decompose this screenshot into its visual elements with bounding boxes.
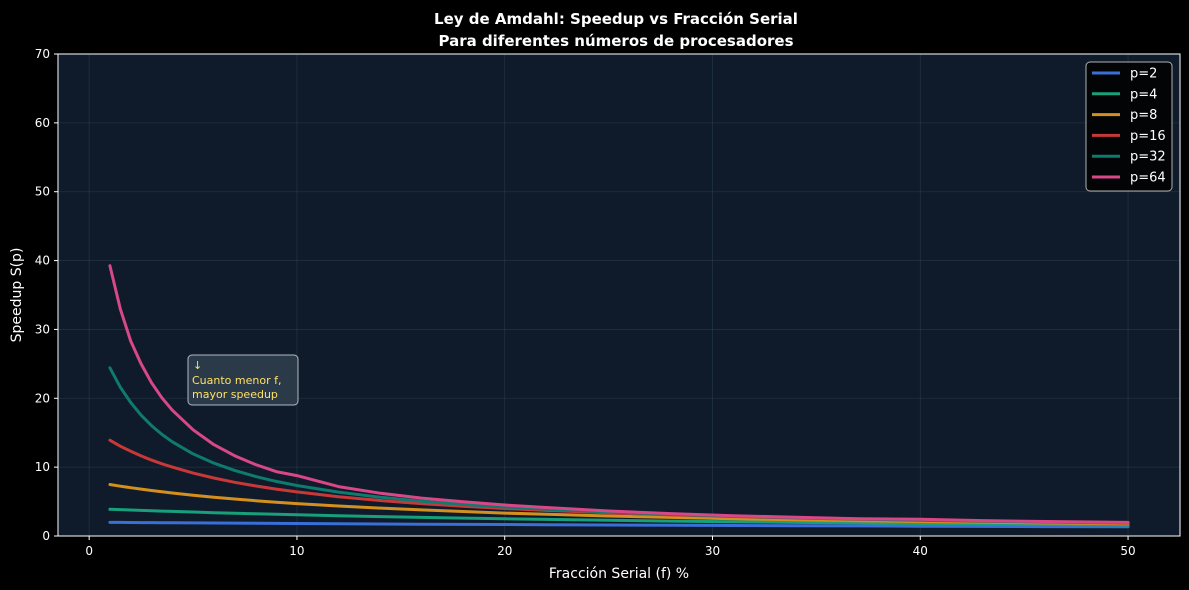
y-tick-label: 30 xyxy=(35,322,50,336)
plot-frame xyxy=(57,53,1181,537)
series-line-p-4 xyxy=(108,507,1130,527)
series-lines xyxy=(108,264,1130,529)
x-tick-label: 30 xyxy=(705,544,720,558)
x-tick-label: 10 xyxy=(289,544,304,558)
y-tick-label: 10 xyxy=(35,460,50,474)
legend: p=2 p=4 p=8 p=16 p=32 p=64 xyxy=(1085,61,1173,192)
annotation-bg xyxy=(187,354,299,406)
legend-label: p=64 xyxy=(1130,171,1166,186)
x-tick-label: 40 xyxy=(913,544,928,558)
legend-label: p=16 xyxy=(1130,129,1166,144)
series-line-p-64 xyxy=(108,264,1130,524)
y-tick-label: 20 xyxy=(35,391,50,405)
y-tick-label: 0 xyxy=(42,529,50,543)
plot-area xyxy=(58,54,1180,536)
x-tick-label: 0 xyxy=(85,544,93,558)
axis-ticks: 0 10 20 30 40 50 0 10 20 30 40 50 60 70 xyxy=(35,47,1136,558)
chart-subtitle: Para diferentes números de procesadores xyxy=(438,32,793,50)
y-tick-label: 50 xyxy=(35,185,50,199)
annotation-box: ↓ Cuanto menor f, mayor speedup xyxy=(187,354,299,406)
legend-label: p=8 xyxy=(1130,108,1157,123)
y-axis-label: Speedup S(p) xyxy=(9,248,25,343)
annotation-line-2: mayor speedup xyxy=(192,388,278,401)
chart-title: Ley de Amdahl: Speedup vs Fracción Seria… xyxy=(434,10,798,28)
y-tick-label: 60 xyxy=(35,116,50,130)
x-tick-label: 50 xyxy=(1120,544,1135,558)
series-line-p-8 xyxy=(108,483,1130,526)
y-tick-label: 40 xyxy=(35,254,50,268)
legend-label: p=2 xyxy=(1130,67,1157,82)
annotation-arrow: ↓ xyxy=(193,359,202,372)
legend-label: p=4 xyxy=(1130,87,1157,102)
y-tick-label: 70 xyxy=(35,47,50,61)
annotation-line-1: Cuanto menor f, xyxy=(192,374,281,387)
x-tick-label: 20 xyxy=(497,544,512,558)
x-axis-label: Fracción Serial (f) % xyxy=(549,566,689,582)
series-line-p-2 xyxy=(108,520,1130,529)
legend-label: p=32 xyxy=(1130,150,1166,165)
